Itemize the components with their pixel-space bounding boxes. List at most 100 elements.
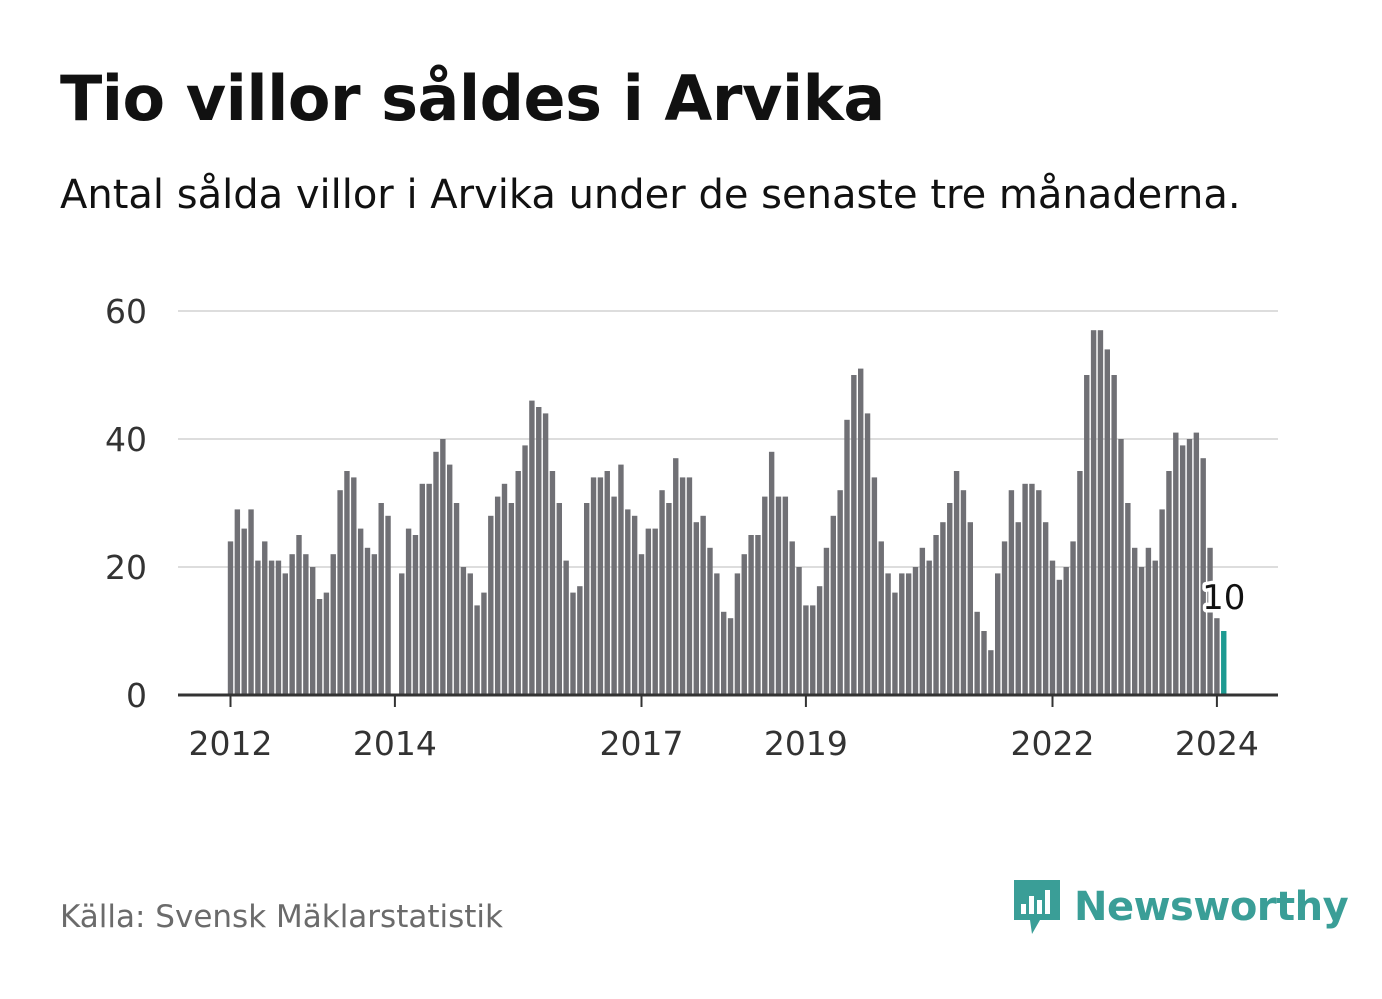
bar	[351, 477, 357, 695]
bars	[227, 330, 1227, 695]
bar	[912, 567, 919, 695]
bar	[419, 483, 425, 695]
bar	[241, 528, 247, 695]
bar	[926, 560, 932, 695]
bar	[988, 650, 994, 695]
bar	[768, 451, 775, 695]
bar	[762, 496, 768, 695]
bar	[1152, 560, 1158, 695]
bar	[953, 471, 960, 695]
bar	[1145, 547, 1152, 695]
bar	[577, 586, 583, 695]
bar	[1207, 547, 1213, 695]
y-tick-label: 20	[105, 548, 147, 587]
bar	[940, 522, 946, 695]
bar	[474, 605, 480, 695]
bar	[310, 567, 316, 695]
bar	[1070, 541, 1076, 695]
bar	[371, 554, 378, 695]
bar	[501, 483, 508, 695]
bar	[645, 528, 652, 695]
bar	[282, 573, 288, 695]
bar	[481, 592, 487, 695]
bar	[775, 496, 782, 695]
bar	[1049, 560, 1056, 695]
bar	[1090, 330, 1097, 695]
bar	[830, 515, 836, 695]
bar	[1008, 490, 1015, 695]
bar	[1186, 439, 1193, 695]
bar	[399, 573, 405, 695]
x-tick-label: 2022	[1011, 724, 1095, 763]
bar	[426, 483, 432, 695]
bar	[275, 560, 282, 695]
bar	[816, 586, 823, 695]
newsworthy-logo[interactable]: Newsworthy	[1010, 876, 1349, 938]
bar	[597, 477, 604, 695]
bar	[659, 490, 665, 695]
bar	[1173, 432, 1179, 695]
bar	[727, 618, 734, 695]
x-tick-label: 2019	[764, 724, 848, 763]
x-axis-labels: 2012 2014 2017 2019 2022 2024	[189, 724, 1259, 763]
bar	[693, 522, 699, 695]
bar	[316, 599, 323, 695]
bar	[227, 541, 234, 695]
bar	[364, 547, 371, 695]
bar	[700, 515, 706, 695]
bar	[412, 535, 419, 695]
bar	[748, 535, 754, 695]
x-axis	[178, 693, 1278, 707]
bar	[810, 605, 816, 695]
bar	[433, 451, 439, 695]
bar	[563, 560, 569, 695]
bar	[974, 611, 980, 695]
chart-title: Tio villor såldes i Arvika	[60, 62, 885, 135]
bar	[447, 464, 453, 695]
bar-highlight	[1221, 631, 1227, 695]
bar	[1042, 522, 1049, 695]
bar	[995, 573, 1001, 695]
bar	[933, 535, 939, 695]
bar	[844, 419, 850, 695]
bar	[864, 413, 871, 695]
bar	[330, 554, 336, 695]
bar	[1132, 547, 1138, 695]
bar	[714, 573, 720, 695]
bar	[858, 368, 864, 695]
bar	[673, 458, 679, 695]
bar	[666, 503, 672, 695]
bar	[1104, 349, 1110, 695]
bar	[508, 503, 515, 695]
bar	[1036, 490, 1042, 695]
bar	[679, 477, 686, 695]
bar	[1118, 439, 1124, 695]
bar	[837, 490, 843, 695]
bar	[981, 631, 987, 695]
bar	[878, 541, 884, 695]
bar	[871, 477, 878, 695]
y-tick-label: 40	[105, 420, 147, 459]
bar	[686, 477, 693, 695]
bar	[1084, 375, 1090, 695]
bar	[1015, 522, 1021, 695]
bar	[255, 560, 261, 695]
annotations: 10	[1199, 575, 1249, 622]
bar	[851, 375, 857, 695]
bar	[721, 611, 727, 695]
bar	[796, 567, 802, 695]
bar	[494, 496, 501, 695]
bar	[262, 541, 268, 695]
bar	[1063, 567, 1069, 695]
bar	[344, 471, 350, 695]
bar	[1193, 432, 1200, 695]
y-tick-label: 60	[105, 292, 147, 331]
bar	[515, 471, 521, 695]
bar-chart: 0 20 40 60 2012 2014 2017 2019 2022 2024 10	[105, 292, 1278, 763]
bar	[385, 515, 391, 695]
bar	[590, 477, 597, 695]
bar	[734, 573, 741, 695]
bar	[1111, 375, 1117, 695]
bar	[556, 503, 562, 695]
x-tick-label: 2017	[600, 724, 684, 763]
